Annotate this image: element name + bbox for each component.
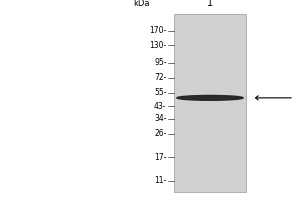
FancyBboxPatch shape (174, 14, 246, 192)
Text: 170-: 170- (149, 26, 167, 35)
Text: 26-: 26- (154, 129, 167, 138)
Text: 130-: 130- (149, 41, 167, 50)
Text: kDa: kDa (134, 0, 150, 8)
Text: 1: 1 (207, 0, 213, 8)
Text: 17-: 17- (154, 153, 167, 162)
Text: 72-: 72- (154, 73, 167, 82)
Ellipse shape (177, 95, 243, 100)
Text: 55-: 55- (154, 88, 167, 97)
Text: 11-: 11- (154, 176, 167, 185)
Text: 95-: 95- (154, 58, 167, 67)
Text: 43-: 43- (154, 102, 167, 111)
Text: 34-: 34- (154, 114, 167, 123)
